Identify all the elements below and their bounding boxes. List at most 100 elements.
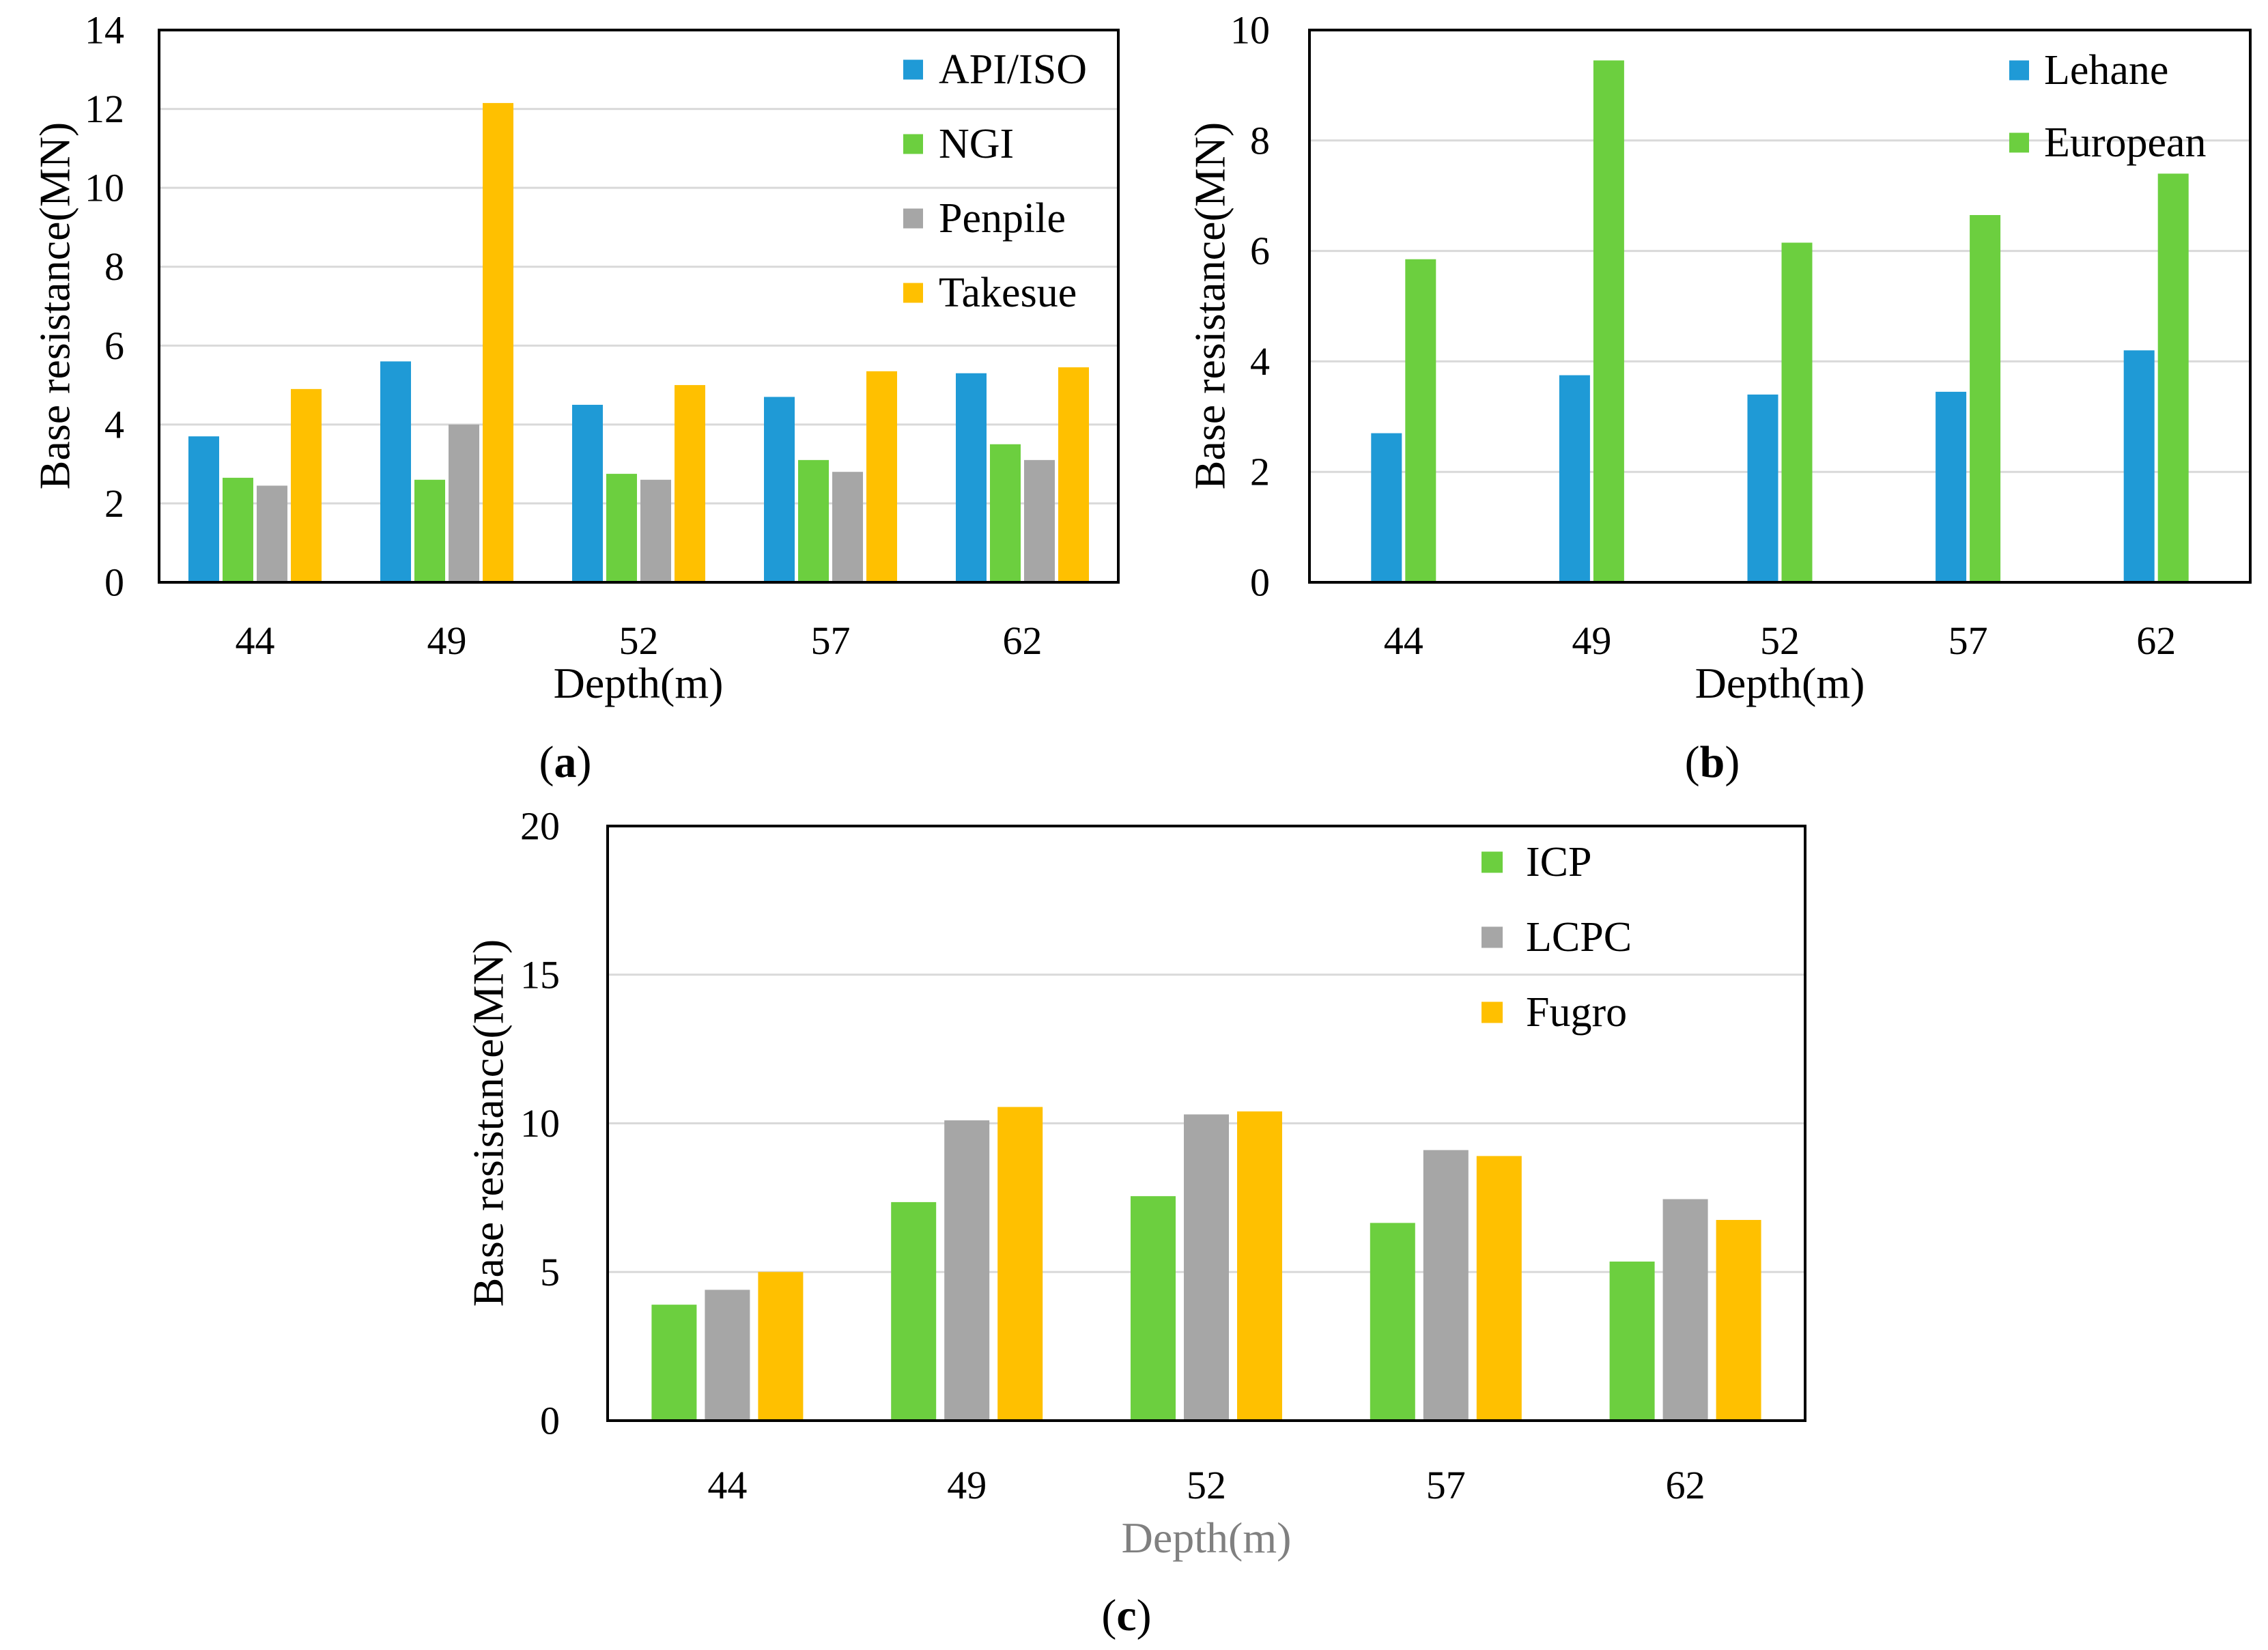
y-tick-label: 12 — [85, 87, 124, 131]
legend-label: European — [2044, 119, 2207, 166]
panel-label: (b) — [1685, 737, 1740, 787]
legend-swatch — [1482, 1001, 1503, 1023]
y-tick-label: 14 — [85, 8, 124, 53]
y-tick-label: 2 — [1250, 450, 1270, 494]
x-tick-label: 52 — [1760, 618, 1800, 663]
bar-ngi-44 — [223, 477, 253, 582]
chart-b: 0 2 4 6 8 10 44 49 52 57 62 Depth(m) Base resistance… — [1186, 8, 2252, 787]
plot-area — [1308, 29, 2252, 584]
x-axis-title: Depth(m) — [1695, 659, 1865, 707]
bar-european-57 — [1970, 215, 2001, 582]
y-axis-title: Base resistance(MN) — [31, 122, 79, 489]
legend: Lehane European — [2009, 47, 2207, 166]
bar-lcpc-52 — [1184, 1114, 1229, 1421]
y-axis-title: Base resistance(MN) — [464, 939, 513, 1307]
bar-european-44 — [1405, 259, 1436, 582]
legend-swatch — [2009, 132, 2029, 153]
legend-swatch — [1482, 851, 1503, 873]
bar-takesue-44 — [291, 388, 322, 582]
x-tick-label: 62 — [1003, 618, 1043, 663]
y-tick-label: 6 — [1250, 229, 1270, 273]
chart-c: 0 5 10 15 20 44 49 52 57 62 Depth(m) Base resistanc… — [464, 804, 1806, 1640]
x-tick-label: 44 — [707, 1463, 747, 1507]
bar-icp-44 — [651, 1305, 697, 1421]
bar-lehane-52 — [1747, 394, 1778, 582]
bar-icp-57 — [1370, 1223, 1415, 1421]
x-axis-title: Depth(m) — [554, 659, 724, 707]
bar-lcpc-57 — [1423, 1150, 1469, 1421]
bar-takesue-49 — [483, 102, 513, 582]
legend-swatch — [903, 134, 923, 154]
plot-area — [606, 825, 1806, 1422]
bar-takesue-62 — [1058, 367, 1089, 582]
y-tick-label: 8 — [104, 244, 124, 289]
bar-fugro-57 — [1476, 1156, 1522, 1421]
y-tick-label: 10 — [85, 166, 124, 210]
legend-swatch — [1482, 926, 1503, 948]
y-tick-label: 0 — [104, 560, 124, 605]
bar-api-iso-62 — [956, 373, 987, 582]
bar-penpile-44 — [257, 485, 287, 582]
bar-takesue-57 — [866, 371, 897, 582]
legend-label: Fugro — [1526, 989, 1627, 1036]
x-tick-label: 52 — [1187, 1463, 1226, 1507]
legend-swatch — [2009, 60, 2029, 81]
legend-label: Lehane — [2044, 47, 2168, 94]
bar-icp-62 — [1609, 1262, 1655, 1421]
y-tick-label: 0 — [540, 1399, 560, 1443]
legend-label: LCPC — [1526, 914, 1632, 961]
bar-ngi-49 — [414, 479, 445, 582]
y-tick-label: 4 — [104, 402, 124, 446]
x-tick-label: 57 — [1426, 1463, 1466, 1507]
bar-lcpc-62 — [1662, 1199, 1708, 1421]
bar-lcpc-44 — [705, 1290, 750, 1421]
legend-label: Takesue — [939, 270, 1077, 316]
panel-label: (a) — [539, 737, 592, 787]
bar-lehane-49 — [1559, 375, 1590, 582]
bar-icp-52 — [1131, 1196, 1176, 1421]
legend-label: Penpile — [939, 195, 1066, 242]
y-tick-label: 6 — [104, 324, 124, 368]
bar-lcpc-49 — [944, 1120, 990, 1421]
x-tick-label: 57 — [1948, 618, 1988, 663]
legend: ICP LCPC Fugro — [1482, 839, 1632, 1036]
bar-ngi-52 — [606, 474, 637, 582]
bar-lehane-44 — [1371, 433, 1402, 582]
legend-swatch — [903, 208, 923, 229]
bar-api-iso-44 — [188, 436, 219, 582]
bar-lehane-62 — [2123, 350, 2155, 582]
legend-swatch — [903, 283, 923, 303]
legend-swatch — [903, 59, 923, 80]
legend-label: ICP — [1526, 839, 1591, 885]
bar-fugro-52 — [1237, 1111, 1282, 1421]
y-tick-label: 10 — [520, 1101, 560, 1146]
x-tick-label: 49 — [1572, 618, 1611, 663]
bar-european-52 — [1781, 242, 1813, 582]
legend: API/ISO NGI Penpile Takesue — [903, 46, 1087, 316]
bar-fugro-44 — [758, 1272, 804, 1421]
bar-api-iso-52 — [572, 404, 603, 582]
x-tick-label: 57 — [811, 618, 851, 663]
x-tick-label: 49 — [947, 1463, 987, 1507]
y-tick-label: 0 — [1250, 560, 1270, 605]
panel-letter: c — [1116, 1591, 1136, 1640]
bar-lehane-57 — [1936, 391, 1967, 582]
bar-european-62 — [2157, 173, 2189, 583]
panel-letter: b — [1700, 737, 1725, 787]
panel-letter: a — [554, 737, 577, 787]
y-tick-label: 15 — [520, 952, 560, 997]
y-tick-label: 5 — [540, 1250, 560, 1294]
x-tick-label: 62 — [2136, 618, 2176, 663]
x-tick-label: 62 — [1666, 1463, 1705, 1507]
bar-ngi-62 — [990, 444, 1021, 582]
legend-label: NGI — [939, 121, 1014, 167]
x-tick-label: 52 — [619, 618, 659, 663]
plot-area — [158, 29, 1120, 584]
bar-fugro-62 — [1716, 1220, 1761, 1421]
y-axis-title: Base resistance(MN) — [1186, 122, 1234, 489]
panel-label: (c) — [1101, 1591, 1151, 1640]
bar-api-iso-49 — [380, 361, 411, 582]
bar-penpile-49 — [449, 424, 479, 582]
chart-a: 0 2 4 6 8 10 12 14 44 49 52 57 62 Depth(m) Base resist… — [31, 8, 1120, 787]
